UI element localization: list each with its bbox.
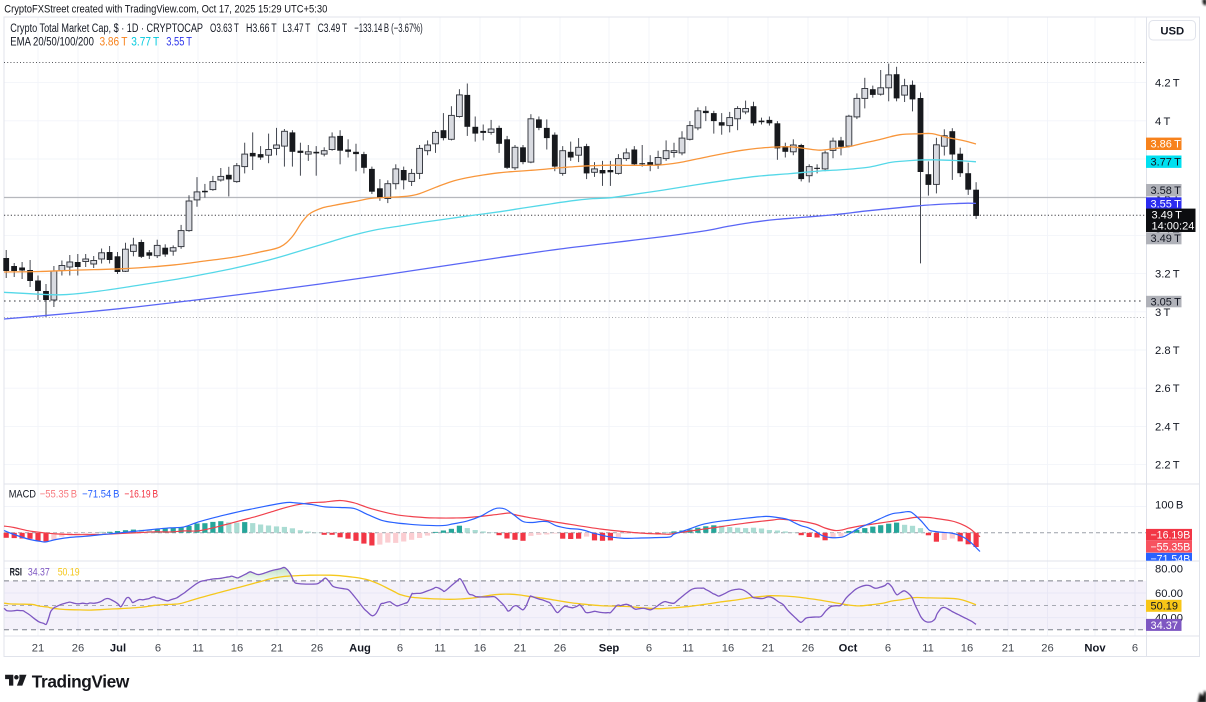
svg-text:11: 11 [192,643,204,655]
svg-text:26: 26 [1041,643,1053,655]
svg-text:11: 11 [434,643,446,655]
svg-text:−71.54B: −71.54B [1151,554,1191,566]
svg-text:6: 6 [885,643,891,655]
svg-text:RSI: RSI [10,567,22,579]
svg-text:21: 21 [762,643,774,655]
svg-text:16: 16 [474,643,486,655]
svg-text:21: 21 [514,643,526,655]
svg-text:2.2 T: 2.2 T [1155,460,1180,472]
svg-text:Nov: Nov [1084,643,1106,655]
svg-text:3.77 T: 3.77 T [131,36,159,48]
svg-text:4.2 T: 4.2 T [1155,78,1180,90]
svg-text:−55.35 B: −55.35 B [40,488,77,500]
svg-text:3 T: 3 T [1155,307,1170,319]
svg-text:−133.14 B (−3.67%): −133.14 B (−3.67%) [354,23,423,35]
svg-text:21: 21 [32,643,44,655]
svg-text:26: 26 [311,643,323,655]
svg-text:4 T: 4 T [1155,116,1170,128]
svg-text:−55.35B: −55.35B [1151,542,1191,554]
svg-text:2.8 T: 2.8 T [1155,345,1180,357]
svg-text:H3.66 T: H3.66 T [246,23,277,35]
svg-text:Aug: Aug [349,643,371,655]
svg-text:16: 16 [722,643,734,655]
svg-text:O3.63 T: O3.63 T [210,23,239,35]
svg-text:−16.19B: −16.19B [1151,530,1191,542]
svg-text:3.2 T: 3.2 T [1155,269,1180,281]
svg-text:50.19: 50.19 [58,567,80,579]
svg-text:3.55 T: 3.55 T [1151,198,1182,210]
svg-text:EMA 20/50/100/200: EMA 20/50/100/200 [10,36,94,48]
svg-text:21: 21 [271,643,283,655]
svg-text:34.37: 34.37 [1151,620,1179,632]
svg-text:3.86 T: 3.86 T [1151,139,1182,151]
svg-text:16: 16 [231,643,243,655]
svg-text:USD: USD [1160,26,1184,38]
svg-text:TradingView: TradingView [32,671,130,691]
svg-text:2.4 T: 2.4 T [1155,421,1180,433]
svg-text:3.58 T: 3.58 T [1151,185,1182,197]
svg-text:3.49 T: 3.49 T [1152,209,1183,221]
svg-text:14:00:24: 14:00:24 [1152,221,1195,233]
svg-text:MACD: MACD [9,488,36,500]
svg-text:6: 6 [1132,643,1138,655]
svg-text:L3.47 T: L3.47 T [283,23,311,35]
svg-text:21: 21 [1002,643,1014,655]
svg-text:Oct: Oct [839,643,858,655]
svg-text:26: 26 [802,643,814,655]
svg-text:80.00: 80.00 [1155,563,1183,575]
svg-text:11: 11 [682,643,694,655]
svg-text:3.55 T: 3.55 T [166,36,192,48]
svg-text:3.86 T: 3.86 T [100,36,128,48]
svg-text:Crypto Total Market Cap, $ · 1: Crypto Total Market Cap, $ · 1D · CRYPTO… [10,23,203,35]
svg-text:16: 16 [961,643,973,655]
svg-text:34.37: 34.37 [28,567,50,579]
svg-text:26: 26 [72,643,84,655]
svg-text:Sep: Sep [599,643,620,655]
svg-text:60.00: 60.00 [1155,588,1183,600]
svg-text:3.49 T: 3.49 T [1151,233,1182,245]
svg-text:6: 6 [155,643,161,655]
svg-text:6: 6 [646,643,652,655]
svg-text:3.77 T: 3.77 T [1151,157,1182,169]
svg-text:C3.49 T: C3.49 T [318,23,348,35]
svg-text:−16.19 B: −16.19 B [124,488,158,500]
svg-text:50.19: 50.19 [1151,601,1179,613]
svg-text:26: 26 [554,643,566,655]
svg-text:11: 11 [922,643,934,655]
svg-text:Jul: Jul [110,643,126,655]
svg-text:2.6 T: 2.6 T [1155,383,1180,395]
svg-text:6: 6 [397,643,403,655]
svg-text:100 B: 100 B [1155,500,1183,512]
svg-text:CryptoFXStreet created with Tr: CryptoFXStreet created with TradingView.… [4,3,327,15]
svg-text:−71.54 B: −71.54 B [82,488,119,500]
svg-text:3.05 T: 3.05 T [1151,296,1182,308]
